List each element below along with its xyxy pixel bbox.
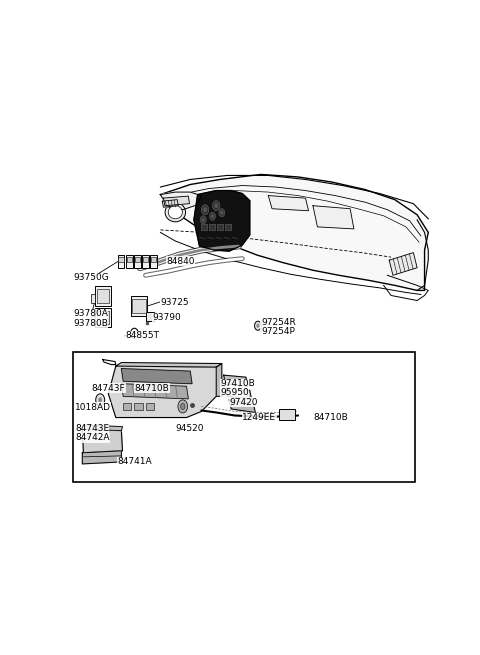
Bar — [134, 255, 141, 268]
Bar — [118, 255, 124, 268]
Polygon shape — [160, 174, 428, 290]
Bar — [145, 403, 154, 411]
Text: 97410B: 97410B — [220, 379, 255, 388]
Circle shape — [215, 203, 218, 208]
Bar — [73, 352, 415, 482]
Circle shape — [202, 204, 209, 215]
Bar — [131, 297, 147, 316]
Text: 1018AD: 1018AD — [75, 403, 111, 412]
Bar — [150, 255, 157, 268]
Text: 84840: 84840 — [166, 257, 194, 266]
Bar — [279, 409, 295, 420]
Circle shape — [200, 215, 206, 224]
Text: 93780B: 93780B — [73, 319, 108, 328]
Text: 84743E: 84743E — [75, 424, 109, 433]
Circle shape — [98, 398, 102, 402]
Ellipse shape — [168, 206, 182, 219]
Polygon shape — [216, 364, 222, 396]
Polygon shape — [108, 366, 222, 417]
Bar — [134, 403, 143, 411]
Bar — [143, 257, 148, 262]
Polygon shape — [229, 400, 255, 413]
Bar — [217, 224, 223, 230]
Circle shape — [256, 324, 259, 328]
Text: 97254R: 97254R — [261, 318, 296, 328]
Polygon shape — [224, 375, 248, 386]
Bar — [132, 299, 145, 313]
Text: 84855T: 84855T — [125, 331, 159, 341]
Text: 84741A: 84741A — [118, 457, 152, 466]
Bar — [142, 255, 149, 268]
Text: 97254P: 97254P — [261, 328, 295, 336]
Polygon shape — [83, 451, 121, 464]
Text: 95950: 95950 — [220, 388, 249, 397]
Bar — [97, 310, 109, 324]
Text: 84743F: 84743F — [92, 384, 125, 393]
Bar — [119, 257, 124, 262]
Text: 93780A: 93780A — [73, 309, 108, 318]
Text: 97420: 97420 — [229, 398, 258, 407]
Bar — [127, 257, 132, 262]
Circle shape — [219, 209, 225, 217]
Polygon shape — [162, 200, 178, 207]
Polygon shape — [83, 429, 122, 453]
Bar — [96, 286, 111, 305]
Polygon shape — [163, 196, 190, 206]
Bar — [123, 403, 132, 411]
Text: 84710B: 84710B — [134, 384, 169, 393]
Circle shape — [211, 214, 214, 218]
Bar — [201, 224, 206, 230]
Polygon shape — [194, 191, 250, 251]
Circle shape — [131, 328, 138, 339]
Text: 93725: 93725 — [160, 297, 189, 307]
Polygon shape — [121, 369, 192, 384]
Bar — [91, 295, 96, 303]
Text: 93790: 93790 — [152, 313, 181, 322]
Ellipse shape — [165, 202, 186, 222]
Text: 93750G: 93750G — [73, 273, 109, 282]
Text: 84742A: 84742A — [75, 433, 109, 442]
Text: 94520: 94520 — [175, 424, 204, 433]
Bar — [96, 308, 111, 327]
Bar — [97, 290, 109, 303]
Bar — [145, 312, 154, 321]
Polygon shape — [121, 384, 188, 399]
Polygon shape — [160, 192, 202, 210]
Circle shape — [202, 218, 204, 222]
Circle shape — [203, 207, 207, 212]
Circle shape — [96, 394, 105, 406]
Polygon shape — [116, 363, 222, 367]
Text: 84710B: 84710B — [313, 413, 348, 422]
Polygon shape — [268, 196, 309, 211]
Bar — [91, 316, 96, 324]
Circle shape — [133, 331, 136, 335]
Circle shape — [178, 400, 188, 413]
Polygon shape — [313, 206, 354, 229]
Bar — [209, 224, 215, 230]
Bar — [151, 257, 156, 262]
Polygon shape — [226, 387, 252, 400]
Circle shape — [180, 403, 185, 409]
Polygon shape — [389, 253, 417, 275]
Circle shape — [254, 321, 261, 330]
Text: 1249EE: 1249EE — [242, 413, 276, 422]
Circle shape — [220, 211, 223, 215]
Polygon shape — [83, 425, 122, 430]
Circle shape — [210, 212, 216, 220]
Circle shape — [213, 200, 220, 211]
Bar — [135, 257, 140, 262]
Bar — [126, 255, 132, 268]
Bar — [225, 224, 231, 230]
